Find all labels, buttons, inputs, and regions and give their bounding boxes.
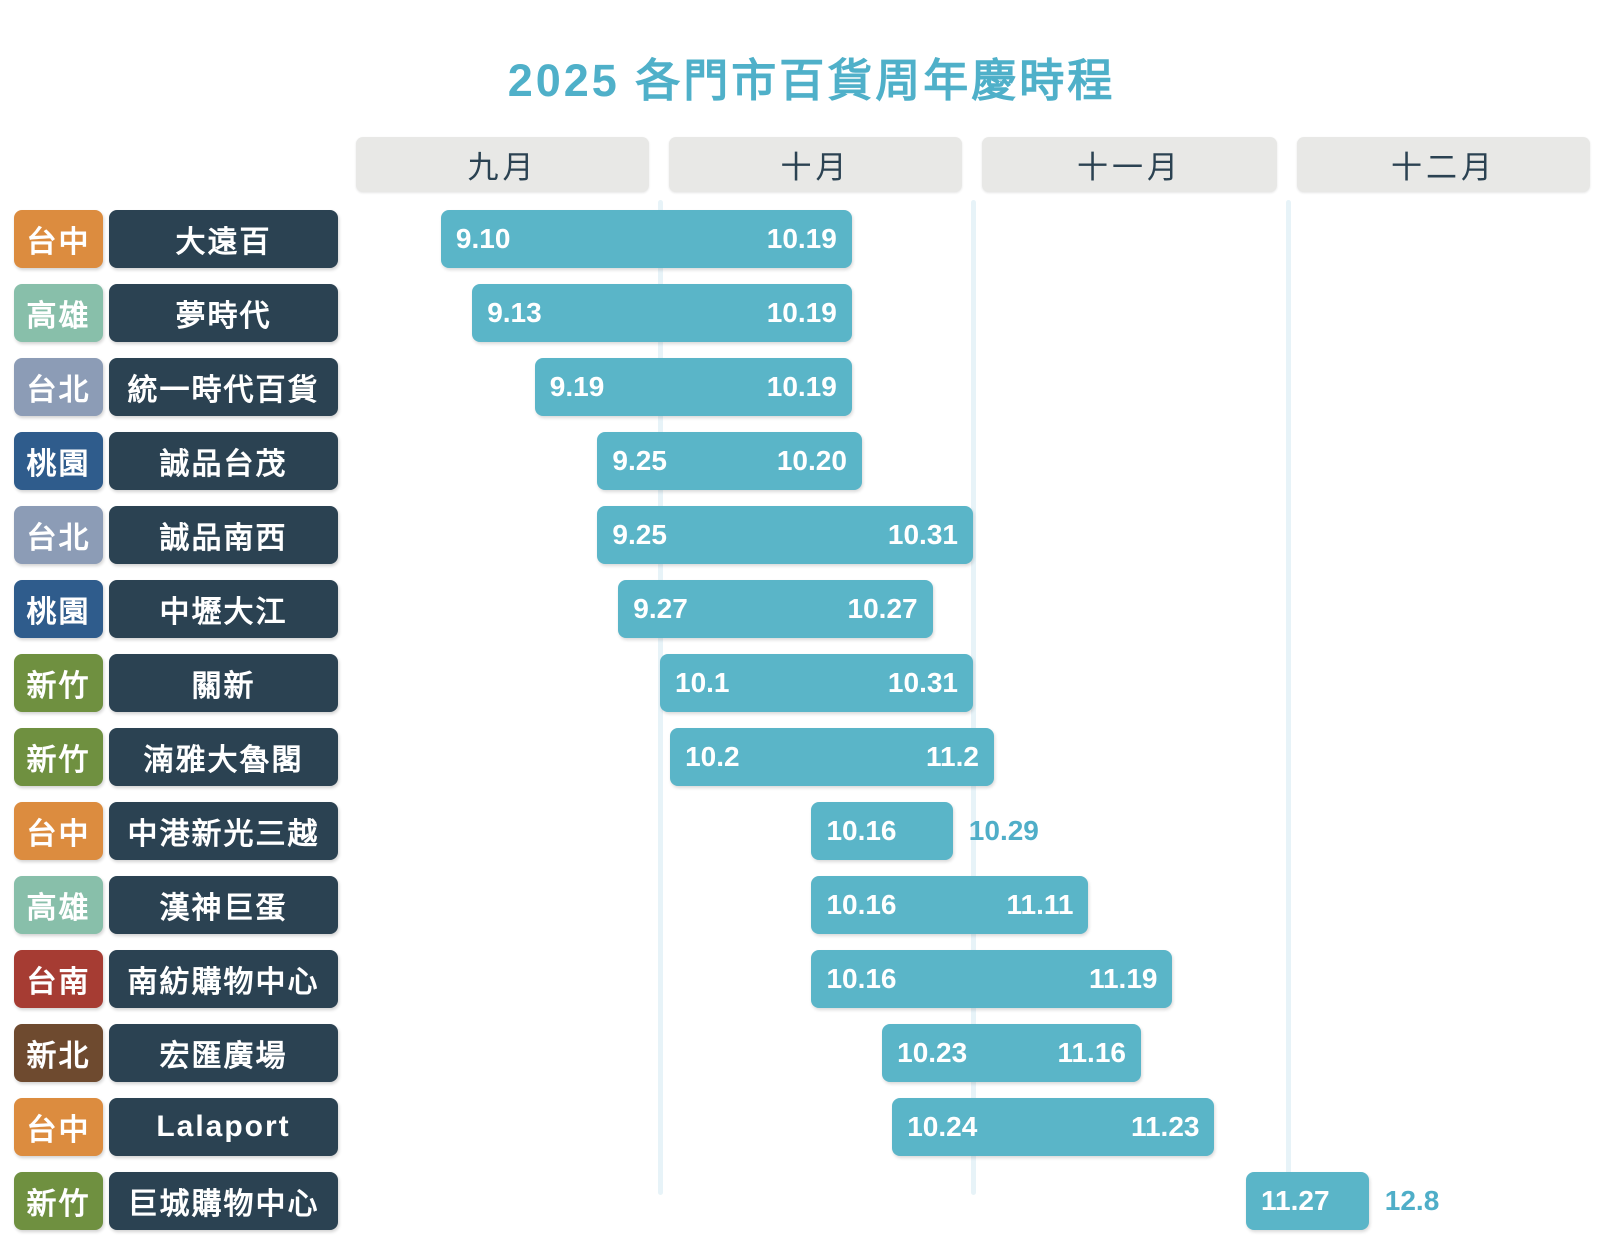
timeline-bar: 10.16 11.19 [811,950,1173,1008]
city-tag: 新竹 [14,728,103,786]
bar-start-date: 9.27 [633,593,688,624]
month-header: 十月 [669,137,962,192]
store-label: 誠品台茂 [109,432,338,490]
bar-end-date-outside: 12.8 [1384,1185,1440,1216]
chart-title: 2025 各門市百貨周年慶時程 [507,55,1116,106]
bar-start-date: 9.25 [612,519,667,550]
timeline-bar: 9.25 10.20 [597,432,862,490]
timeline-bar: 10.24 11.23 [892,1098,1215,1156]
bar-start-date: 10.2 [685,741,740,772]
timeline-bar: 10.16 [811,802,953,860]
timeline-bar: 10.2 11.2 [670,728,994,786]
bar-end-date: 11.23 [1130,1111,1200,1142]
city-tag: 台南 [14,950,103,1008]
bar-start-date: 9.19 [549,371,605,402]
bar-start-date: 10.1 [675,667,730,698]
bar-start-date: 9.13 [487,297,542,328]
store-label: 漢神巨蛋 [109,876,338,934]
timeline-bar: 9.25 10.31 [597,506,973,564]
store-label: 南紡購物中心 [109,950,338,1008]
bar-start-date: 10.16 [826,889,897,920]
city-tag: 桃園 [14,580,103,638]
store-label: 統一時代百貨 [109,358,338,416]
month-gridline [971,200,976,1195]
bar-end-date: 11.19 [1088,963,1158,994]
store-label: 巨城購物中心 [109,1172,338,1230]
city-tag: 新竹 [14,654,103,712]
bar-end-date: 10.19 [766,297,837,328]
timeline-bar: 10.16 11.11 [811,876,1089,934]
city-tag: 台中 [14,210,103,268]
bar-end-date: 10.27 [847,593,918,624]
city-tag: 台北 [14,506,103,564]
store-label: 湳雅大魯閣 [109,728,338,786]
bar-end-date: 10.31 [887,667,958,698]
city-tag: 台中 [14,1098,103,1156]
bar-end-date: 11.11 [1006,889,1074,920]
city-tag: 台北 [14,358,103,416]
store-label: 宏匯廣場 [109,1024,338,1082]
store-label: 大遠百 [109,210,338,268]
bar-end-date-outside: 10.29 [968,815,1039,846]
month-gridline [1286,200,1291,1195]
city-tag: 台中 [14,802,103,860]
timeline-bar: 9.19 10.19 [534,358,852,416]
timeline-bar: 11.27 [1246,1172,1369,1230]
bar-start-date: 10.16 [826,815,897,846]
month-header: 十二月 [1297,137,1590,192]
month-header: 十一月 [982,137,1277,192]
store-label: 中港新光三越 [109,802,338,860]
timeline-bar: 9.13 10.19 [472,284,852,342]
month-header: 九月 [356,137,649,192]
bar-start-date: 11.27 [1261,1185,1330,1216]
timeline-bar: 10.23 11.16 [882,1024,1141,1082]
city-tag: 新北 [14,1024,103,1082]
bar-end-date: 10.20 [776,445,847,476]
city-tag: 高雄 [14,876,103,934]
bar-end-date: 11.16 [1057,1037,1126,1068]
bar-end-date: 10.31 [887,519,958,550]
city-tag: 桃園 [14,432,103,490]
store-label: 中壢大江 [109,580,338,638]
bar-start-date: 10.16 [826,963,897,994]
store-label: 誠品南西 [109,506,338,564]
bar-end-date: 11.2 [926,741,979,772]
store-label: Lalaport [109,1098,338,1156]
city-tag: 新竹 [14,1172,103,1230]
city-tag: 高雄 [14,284,103,342]
bar-start-date: 10.23 [897,1037,968,1068]
bar-end-date: 10.19 [766,371,837,402]
timeline-bar: 9.27 10.27 [618,580,933,638]
timeline-bar: 10.1 10.31 [660,654,973,712]
bar-start-date: 10.24 [907,1111,978,1142]
store-label: 夢時代 [109,284,338,342]
bar-start-date: 9.10 [455,223,511,254]
timeline-bar: 9.10 10.19 [440,210,852,268]
bar-start-date: 9.25 [612,445,667,476]
bar-end-date: 10.19 [766,223,837,254]
store-label: 關新 [109,654,338,712]
